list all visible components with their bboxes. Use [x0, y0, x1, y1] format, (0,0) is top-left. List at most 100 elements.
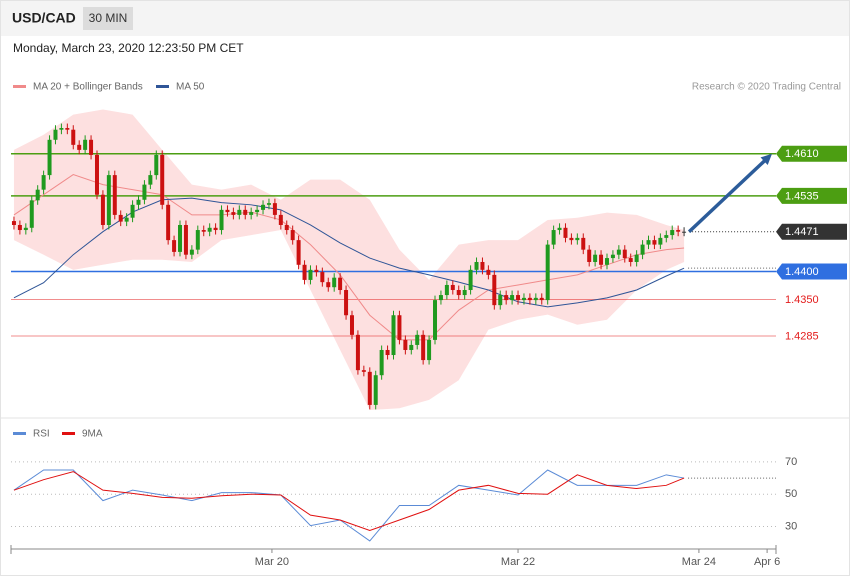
candle-body — [118, 214, 123, 222]
candle-body — [124, 217, 129, 222]
candle-body — [266, 203, 271, 205]
candle-body — [326, 282, 331, 288]
x-tick-label: Mar 22 — [501, 556, 535, 568]
timestamp: Monday, March 23, 2020 12:23:50 PM CET — [13, 41, 244, 55]
symbol: USD/CAD — [12, 10, 76, 26]
y-tick-label: 30 — [785, 520, 797, 532]
candle-body — [622, 249, 627, 259]
candle-body — [142, 184, 147, 200]
candle-body — [178, 224, 183, 252]
candle-body — [403, 339, 408, 350]
level-box — [776, 223, 847, 240]
level-label: 1.4350 — [785, 294, 819, 306]
candle-body — [261, 204, 266, 210]
candle-body — [59, 128, 64, 130]
forecast-arrowhead — [760, 153, 772, 166]
candle-body — [575, 237, 580, 241]
candle-body — [314, 269, 319, 273]
candle-body — [41, 175, 46, 190]
candle-body — [367, 371, 372, 405]
legend-swatch — [13, 432, 26, 435]
candle-body — [409, 344, 414, 350]
candle-body — [302, 264, 307, 280]
legend-label: 9MA — [82, 429, 103, 440]
candle-body — [243, 209, 248, 215]
level-box — [776, 145, 847, 162]
candle-body — [255, 209, 260, 213]
level-box — [776, 263, 847, 280]
candle-body — [527, 297, 532, 301]
candle-body — [587, 249, 592, 262]
candle-body — [486, 269, 491, 275]
candle-body — [290, 230, 295, 241]
legend-label: MA 50 — [176, 82, 205, 93]
interval: 30 MIN — [89, 11, 128, 25]
candle-body — [160, 154, 165, 205]
level-label: 1.4535 — [785, 190, 819, 202]
candle-body — [29, 200, 34, 228]
level-box — [776, 187, 847, 204]
candle-body — [77, 144, 82, 150]
candle-body — [670, 230, 675, 236]
candle-body — [450, 284, 455, 291]
candle-body — [71, 129, 76, 145]
candle-body — [207, 227, 212, 232]
indicator-line — [13, 469, 685, 542]
candle-body — [320, 272, 325, 283]
candle-body — [172, 240, 177, 252]
candle-body — [391, 315, 396, 356]
x-tick-label: Apr 6 — [754, 556, 780, 568]
candle-body — [154, 154, 159, 176]
candle-body — [379, 349, 384, 376]
indicator-line — [13, 471, 685, 532]
candle-body — [610, 254, 615, 259]
price-panel: 1.4610 1.4535 1.4471 1.4400 1.4350 1.4285 MA 2… — [11, 82, 847, 410]
candle-body — [106, 175, 111, 225]
candle-body — [504, 295, 509, 301]
candle-body — [136, 199, 141, 205]
candle-body — [237, 209, 242, 215]
candle-body — [664, 235, 669, 238]
candle-body — [474, 261, 479, 270]
x-tick-label: Mar 24 — [682, 556, 716, 568]
legend-swatch — [62, 432, 75, 435]
candle-body — [433, 300, 438, 340]
level-label: 1.4400 — [785, 266, 819, 278]
candle-body — [415, 334, 420, 345]
candle-body — [516, 295, 521, 301]
candle-body — [249, 212, 254, 215]
level-label: 1.4610 — [785, 148, 819, 160]
candle-body — [332, 277, 337, 288]
candle-body — [219, 209, 224, 231]
candle-body — [557, 227, 562, 231]
legend-label: RSI — [33, 429, 50, 440]
candle-body — [616, 249, 621, 255]
header-bar — [1, 1, 849, 36]
candle-body — [183, 224, 188, 255]
candle-body — [628, 258, 633, 262]
candle-body — [195, 230, 200, 250]
candle-body — [427, 339, 432, 361]
candle-body — [272, 203, 277, 215]
candle-body — [338, 277, 343, 291]
candle-body — [438, 295, 443, 301]
candle-body — [569, 237, 574, 241]
candle-body — [385, 349, 390, 356]
bollinger-band — [13, 109, 685, 410]
candle-body — [112, 175, 117, 215]
candle-body — [296, 240, 301, 265]
ma-line — [13, 197, 685, 308]
candle-body — [498, 295, 503, 306]
level-label: 1.4471 — [785, 226, 819, 238]
legend-label: MA 20 + Bollinger Bands — [33, 82, 143, 93]
candle-body — [166, 204, 171, 241]
candle-body — [545, 244, 550, 301]
candle-body — [462, 290, 467, 296]
credit: Research © 2020 Trading Central — [692, 82, 841, 93]
candle-body — [148, 175, 153, 185]
candle-body — [421, 334, 426, 361]
candle-body — [225, 209, 230, 213]
candle-body — [213, 227, 218, 231]
candle-body — [349, 315, 354, 335]
ma-line — [13, 173, 685, 341]
